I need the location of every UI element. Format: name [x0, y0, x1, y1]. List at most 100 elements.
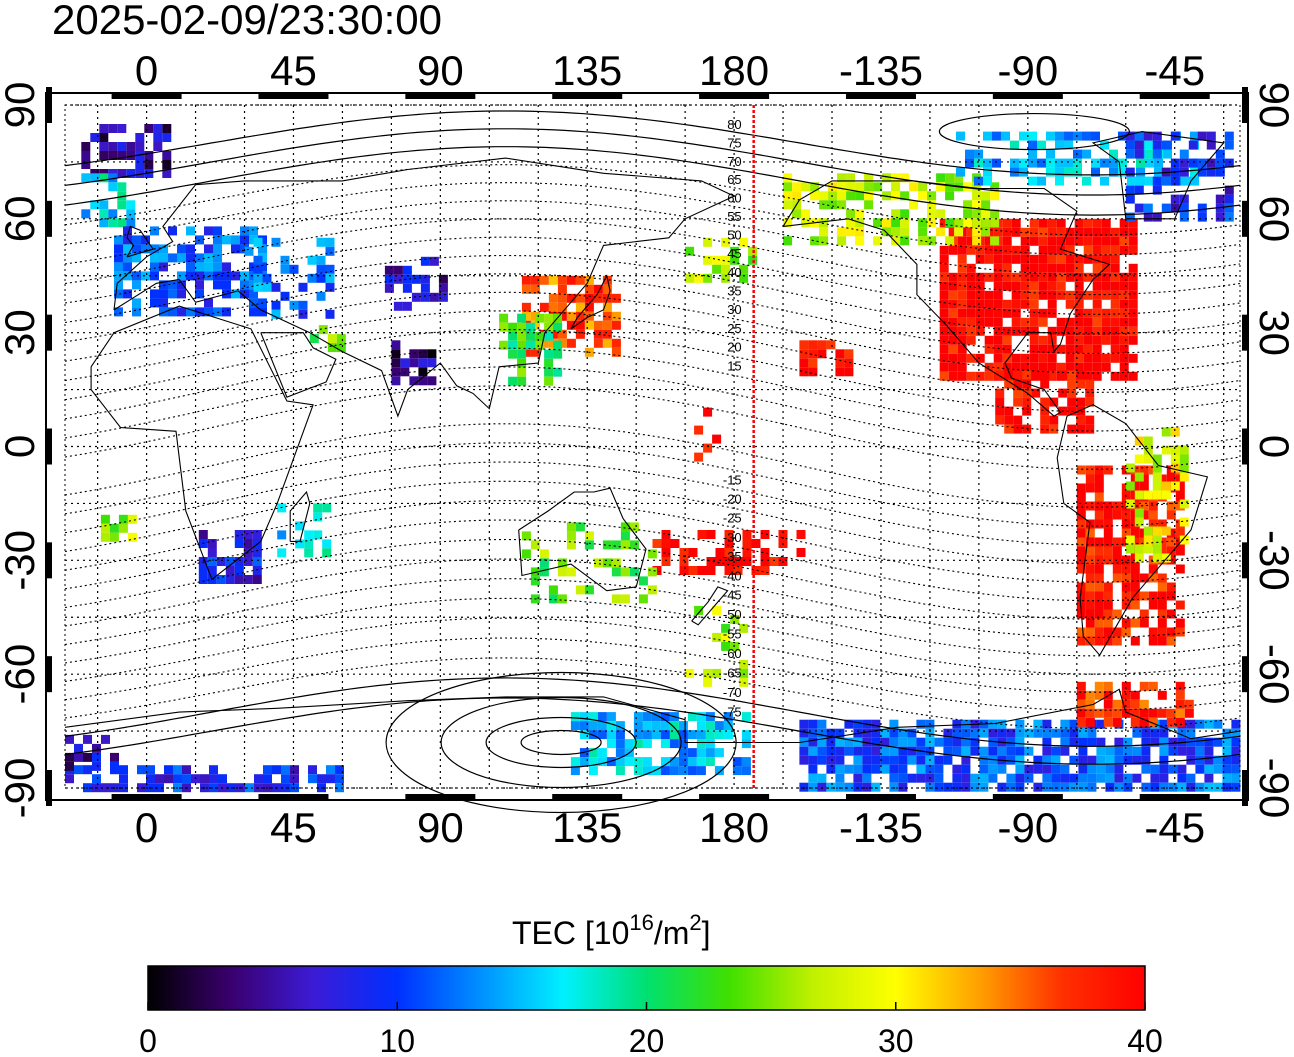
tec-cell-north-america	[1110, 317, 1120, 327]
tec-cell-antarctica-west	[137, 765, 146, 775]
tec-cell-antarctica-americas	[979, 773, 989, 783]
tec-cell-south-america	[1094, 501, 1104, 511]
tec-cell-alaska-canada	[837, 227, 847, 237]
tec-cell-alaska-canada	[972, 227, 982, 237]
tec-cell-china-south	[517, 322, 527, 332]
tec-cell-south-america-east	[1179, 517, 1189, 527]
tec-cell-central-asia	[393, 274, 403, 284]
tec-cell-europe	[186, 226, 195, 236]
tec-cell-alaska-canada	[954, 227, 964, 237]
tec-cell-canada-north	[1064, 131, 1073, 141]
tec-cell-europe	[240, 226, 249, 236]
tec-cell-antarctica-americas	[862, 746, 872, 756]
tec-cell-north-america	[1056, 272, 1066, 282]
tec-cell-antarctica-west	[119, 774, 128, 784]
tec-cell-europe	[240, 271, 249, 281]
tec-cell-europe	[195, 271, 204, 281]
tec-cell-alaska-canada	[864, 182, 874, 192]
tec-cell-canada-north	[1037, 176, 1046, 186]
tec-cell-antarctica-americas	[862, 755, 872, 765]
tec-cell-north-america	[1029, 218, 1039, 228]
tec-cell-north-america	[1020, 236, 1030, 246]
tec-cell-north-america	[1020, 263, 1030, 273]
tec-cell-north-america	[993, 254, 1003, 264]
tec-cell-southern-africa	[252, 566, 262, 575]
frame-tick-right	[1242, 770, 1248, 806]
tec-cell-australia	[602, 558, 612, 568]
tec-cell-india	[400, 358, 410, 368]
tec-cell-india	[418, 376, 428, 386]
tec-cell-canada-north	[1091, 131, 1100, 141]
tec-cell-north-america	[993, 227, 1003, 237]
tec-cell-russia-west	[316, 264, 326, 274]
tec-cell-pacific-north	[721, 273, 731, 283]
tec-cell-alaska-canada	[972, 218, 982, 228]
tec-cell-south-america	[1121, 555, 1131, 565]
tec-cell-south-america-east	[1170, 445, 1180, 455]
tec-cell-north-america	[1056, 290, 1066, 300]
tec-cell-north-america	[1029, 335, 1039, 345]
tec-cell-china-south	[526, 322, 536, 332]
tec-cell-north-america	[1128, 272, 1138, 282]
magnetic-contour	[64, 110, 1241, 176]
tec-cell-europe	[150, 262, 159, 272]
tec-cell-antarctica-americas	[1231, 746, 1241, 756]
tec-cell-alaska-canada	[900, 209, 910, 219]
tec-cell-china-south	[517, 367, 527, 377]
tec-cell-pacific-north	[721, 255, 731, 265]
tec-cell-south-america	[1103, 609, 1113, 619]
tec-cell-central-america	[1013, 379, 1023, 389]
tec-cell-canada-north	[1073, 131, 1082, 141]
contour-labels: 8075706560555045403530252015-15-20-25-30…	[723, 117, 742, 720]
tec-cell-south-america	[1166, 501, 1176, 511]
tec-cell-south-america	[1139, 465, 1149, 475]
tec-cell-alaska-canada	[855, 227, 865, 237]
tec-cell-south-america	[1085, 537, 1095, 547]
tec-cell-north-america	[1092, 236, 1102, 246]
tec-cell-south-america	[1103, 600, 1113, 610]
tec-cell-south-america	[1103, 618, 1113, 628]
tec-cell-north-america	[1101, 335, 1111, 345]
tec-cell-greenland	[1224, 203, 1234, 213]
tec-cell-antarctica-americas	[817, 728, 827, 738]
tec-cell-arctic-west	[126, 151, 136, 160]
tec-cell-europe	[240, 280, 249, 290]
tec-cell-russia-west	[325, 246, 335, 256]
tec-cell-north-america	[1002, 281, 1012, 291]
tec-cell-antarctica-west	[245, 783, 254, 793]
tec-cell-alaska-canada	[891, 182, 901, 192]
tec-cell-south-atlantic	[109, 532, 119, 542]
tec-cell-greenland	[1179, 194, 1189, 204]
tec-cell-canada-north	[1136, 176, 1145, 186]
tec-cell-south-america-east	[1152, 535, 1162, 545]
tec-cell-south-america	[1103, 519, 1113, 529]
tec-cell-japan-china	[557, 284, 567, 294]
tec-cell-pacific-south	[733, 557, 743, 566]
tec-cell-russia-west	[280, 255, 290, 265]
tec-cell-antarctic-peninsula	[1139, 708, 1149, 718]
tec-cell-antarctica-west	[254, 774, 263, 784]
tec-cell-japan-china	[593, 338, 603, 348]
tec-cell-south-america	[1130, 618, 1140, 628]
tec-cell-antarctica-americas	[916, 773, 926, 783]
tec-cell-north-america	[1011, 281, 1021, 291]
tec-cell-antarctica-americas	[817, 773, 827, 783]
tec-cell-antarctica-pacific	[678, 766, 688, 776]
tec-cell-north-america	[1047, 263, 1057, 273]
tec-cell-europe	[195, 253, 204, 263]
tec-cell-europe	[114, 289, 123, 299]
tec-cell-south-atlantic	[100, 532, 110, 542]
tec-cell-antarctica-americas	[988, 764, 998, 774]
tec-cell-southern-africa	[234, 530, 244, 539]
tec-cell-japan-china	[530, 284, 540, 294]
tec-cell-canada-north	[1091, 158, 1100, 168]
tec-cell-south-america-east	[1143, 445, 1153, 455]
tec-cell-north-america	[1038, 344, 1048, 354]
tec-cell-north-america	[1092, 308, 1102, 318]
tec-cell-south-america	[1139, 474, 1149, 484]
tec-cell-antarctica-americas	[1078, 728, 1088, 738]
coastlines	[64, 131, 1241, 744]
tec-cell-south-america-east	[1152, 526, 1162, 536]
tec-cell-antarctic-peninsula	[1076, 708, 1086, 718]
tec-cell-antarctica-americas	[1033, 782, 1043, 792]
